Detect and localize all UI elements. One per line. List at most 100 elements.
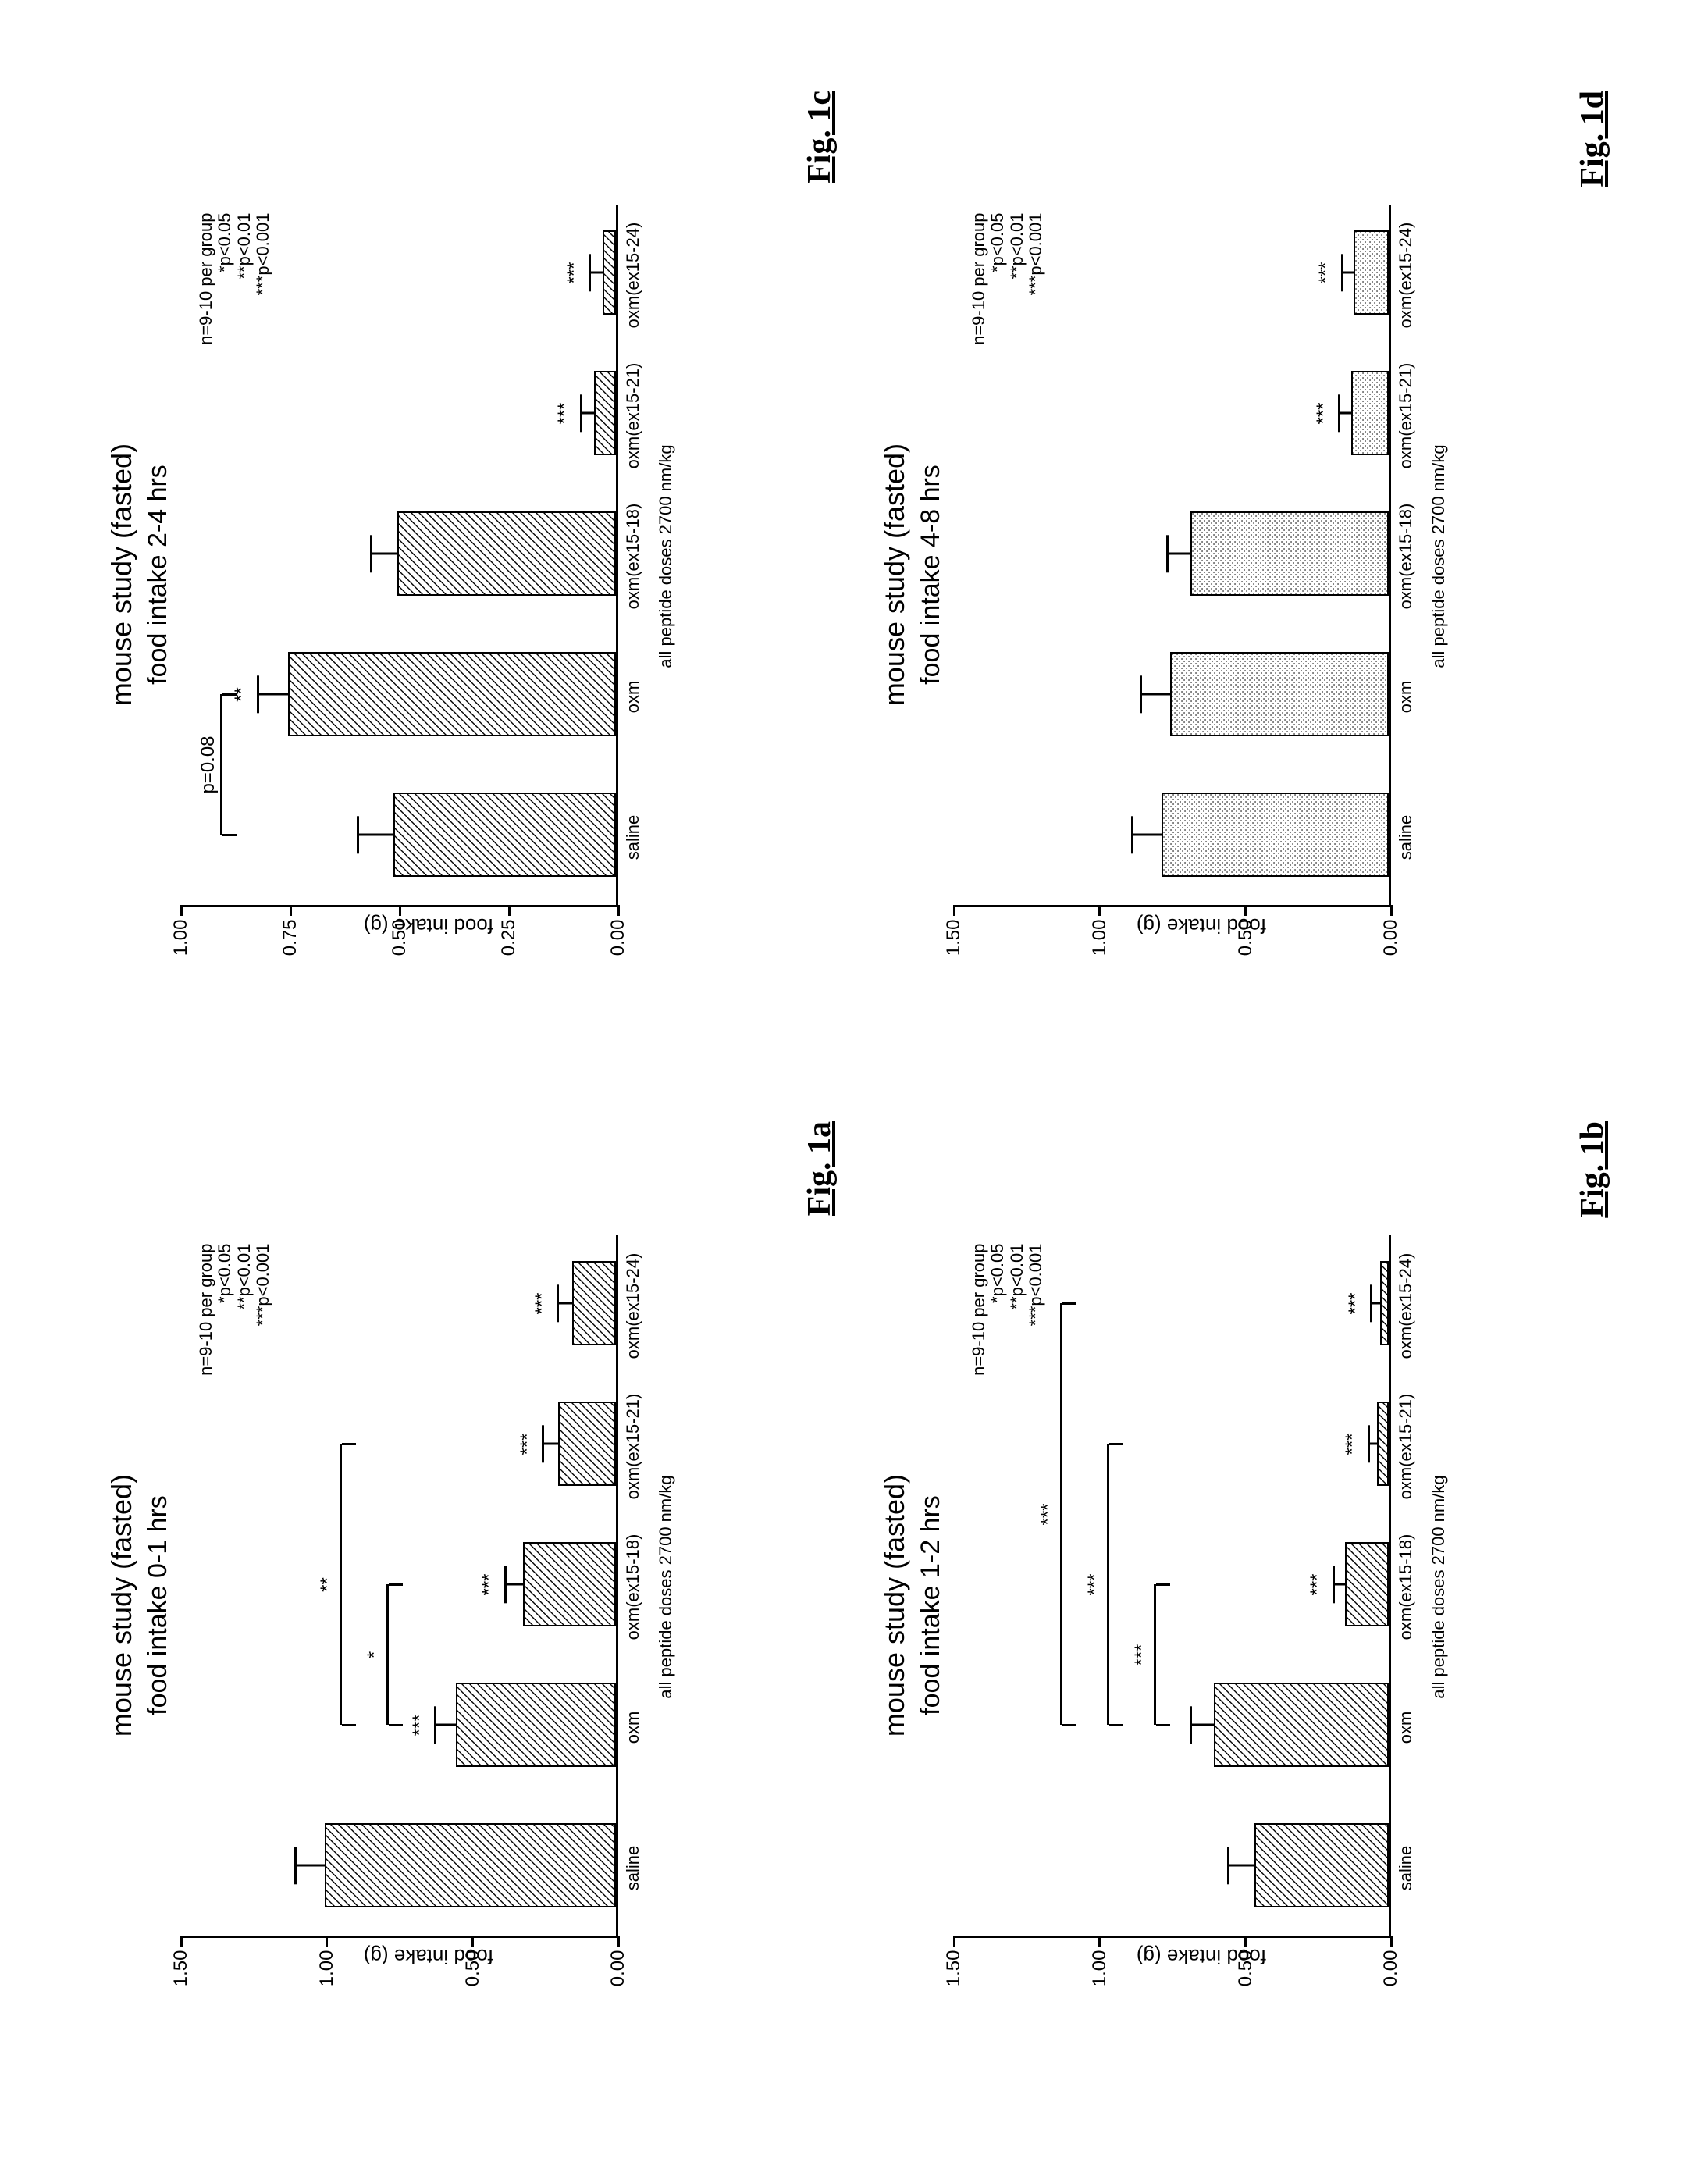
bar (325, 1824, 616, 1908)
ytick-label: 1.00 (316, 1950, 338, 1987)
figure-label: Fig. 1b (1574, 1121, 1611, 1218)
figure-label: Fig. 1d (1574, 91, 1611, 187)
x-axis-labels: salineoxmoxm(ex15-18)oxm(ex15-21)oxm(ex1… (1396, 205, 1416, 908)
xtick-label: oxm(ex15-24) (1396, 1236, 1416, 1377)
bar (1214, 1683, 1389, 1768)
significance-marker: *** (1307, 1573, 1329, 1595)
ytick-label: 1.00 (1089, 1950, 1111, 1987)
bracket-label: *** (1131, 1644, 1153, 1665)
plot-area: 0.000.501.001.50******n=9-10 per group*p… (954, 205, 1391, 908)
xtick-label: saline (1396, 768, 1416, 908)
stats-note: n=9-10 per group*p<0.05**p<0.01***p<0.00… (970, 213, 1045, 345)
bracket-label: *** (1037, 1503, 1059, 1525)
ytick-label: 1.50 (943, 1950, 965, 1987)
xtick-label: saline (623, 1798, 643, 1939)
xtick-label: oxm(ex15-24) (623, 1236, 643, 1377)
y-axis-label: food intake (g) (954, 908, 1449, 945)
significance-marker: *** (564, 262, 585, 283)
xtick-label: oxm(ex15-18) (623, 486, 643, 627)
bar (397, 512, 616, 597)
x-axis-caption: all peptide doses 2700 nm/kg (656, 1475, 676, 1698)
bar (456, 1683, 616, 1768)
chart-subtitle: food intake 2-4 hrs (143, 465, 173, 685)
bar (1162, 793, 1389, 878)
xtick-label: oxm(ex15-21) (1396, 346, 1416, 486)
xtick-label: oxm (1396, 1658, 1416, 1798)
bar (558, 1402, 617, 1487)
significance-marker: *** (1342, 1433, 1364, 1455)
ytick-label: 1.00 (170, 920, 192, 956)
ytick-label: 1.00 (1089, 920, 1111, 956)
xtick-label: oxm(ex15-21) (623, 1377, 643, 1517)
significance-marker: *** (554, 402, 576, 424)
stats-note: n=9-10 per group*p<0.05**p<0.01***p<0.00… (197, 213, 272, 345)
ytick-label: 0.00 (1380, 1950, 1402, 1987)
significance-marker: *** (409, 1714, 431, 1736)
bar (1377, 1402, 1389, 1487)
bar (1351, 372, 1390, 456)
bracket-label: *** (1084, 1573, 1106, 1595)
figure-label: Fig. 1c (801, 91, 838, 183)
bar (288, 653, 616, 737)
x-axis-labels: salineoxmoxm(ex15-18)oxm(ex15-21)oxm(ex1… (1396, 1236, 1416, 1939)
chart-subtitle: food intake 4-8 hrs (916, 465, 946, 685)
xtick-label: oxm(ex15-24) (1396, 205, 1416, 346)
chart-panel-b: mouse study (fasted)food intake 1-2 hrs f… (877, 1137, 1603, 2074)
bar (1254, 1824, 1389, 1908)
stats-note: n=9-10 per group*p<0.05**p<0.01***p<0.00… (197, 1244, 272, 1376)
bar (572, 1262, 616, 1346)
chart-title: mouse study (fasted) (105, 1474, 138, 1737)
bar (1354, 231, 1389, 315)
bracket-label: * (364, 1651, 386, 1658)
plot-area: 0.000.501.001.50******************n=9-10… (954, 1236, 1391, 1939)
stats-note: n=9-10 per group*p<0.05**p<0.01***p<0.00… (970, 1244, 1045, 1376)
bar (1170, 653, 1389, 737)
x-axis-labels: salineoxmoxm(ex15-18)oxm(ex15-21)oxm(ex1… (623, 1236, 643, 1939)
bar (1345, 1543, 1389, 1627)
ytick-label: 0.50 (1235, 1950, 1257, 1987)
significance-marker: *** (1315, 262, 1337, 283)
significance-marker: *** (532, 1292, 553, 1314)
x-axis-labels: salineoxmoxm(ex15-18)oxm(ex15-21)oxm(ex1… (623, 205, 643, 908)
figure-label: Fig. 1a (801, 1121, 838, 1216)
y-axis-label: food intake (g) (181, 1939, 676, 1975)
chart-title: mouse study (fasted) (105, 443, 138, 706)
significance-marker: *** (517, 1433, 539, 1455)
chart-panel-a: mouse study (fasted)food intake 0-1 hrs f… (105, 1137, 831, 2074)
chart-title: mouse study (fasted) (877, 443, 911, 706)
bracket-label: p=0.08 (197, 736, 219, 793)
x-axis-caption: all peptide doses 2700 nm/kg (1429, 1475, 1449, 1698)
xtick-label: saline (1396, 1798, 1416, 1939)
xtick-label: oxm (1396, 627, 1416, 768)
xtick-label: oxm(ex15-18) (1396, 486, 1416, 627)
bracket-label: ** (317, 1577, 339, 1592)
y-axis-label: food intake (g) (954, 1939, 1449, 1975)
chart-title: mouse study (fasted) (877, 1474, 911, 1737)
significance-marker: *** (1345, 1292, 1367, 1314)
ytick-label: 1.50 (170, 1950, 192, 1987)
bar (594, 372, 616, 456)
ytick-label: 0.75 (279, 920, 301, 956)
chart-panel-c: mouse study (fasted)food intake 2-4 hrs f… (105, 106, 831, 1043)
y-axis-label: food intake (g) (181, 908, 676, 945)
x-axis-caption: all peptide doses 2700 nm/kg (656, 444, 676, 668)
ytick-label: 0.00 (607, 1950, 629, 1987)
xtick-label: oxm (623, 627, 643, 768)
bar (603, 231, 616, 315)
xtick-label: oxm (623, 1658, 643, 1798)
xtick-label: saline (623, 768, 643, 908)
chart-subtitle: food intake 0-1 hrs (143, 1495, 173, 1715)
ytick-label: 1.50 (943, 920, 965, 956)
plot-area: 0.000.501.001.50***************n=9-10 pe… (181, 1236, 618, 1939)
x-axis-caption: all peptide doses 2700 nm/kg (1429, 444, 1449, 668)
ytick-label: 0.00 (1380, 920, 1402, 956)
xtick-label: oxm(ex15-18) (1396, 1517, 1416, 1658)
ytick-label: 0.00 (607, 920, 629, 956)
ytick-label: 0.25 (498, 920, 520, 956)
xtick-label: oxm(ex15-21) (1396, 1377, 1416, 1517)
chart-panel-d: mouse study (fasted)food intake 4-8 hrs f… (877, 106, 1603, 1043)
chart-subtitle: food intake 1-2 hrs (916, 1495, 946, 1715)
ytick-label: 0.50 (389, 920, 411, 956)
plot-area: 0.000.250.500.751.00********p=0.08n=9-10… (181, 205, 618, 908)
bar (523, 1543, 616, 1627)
